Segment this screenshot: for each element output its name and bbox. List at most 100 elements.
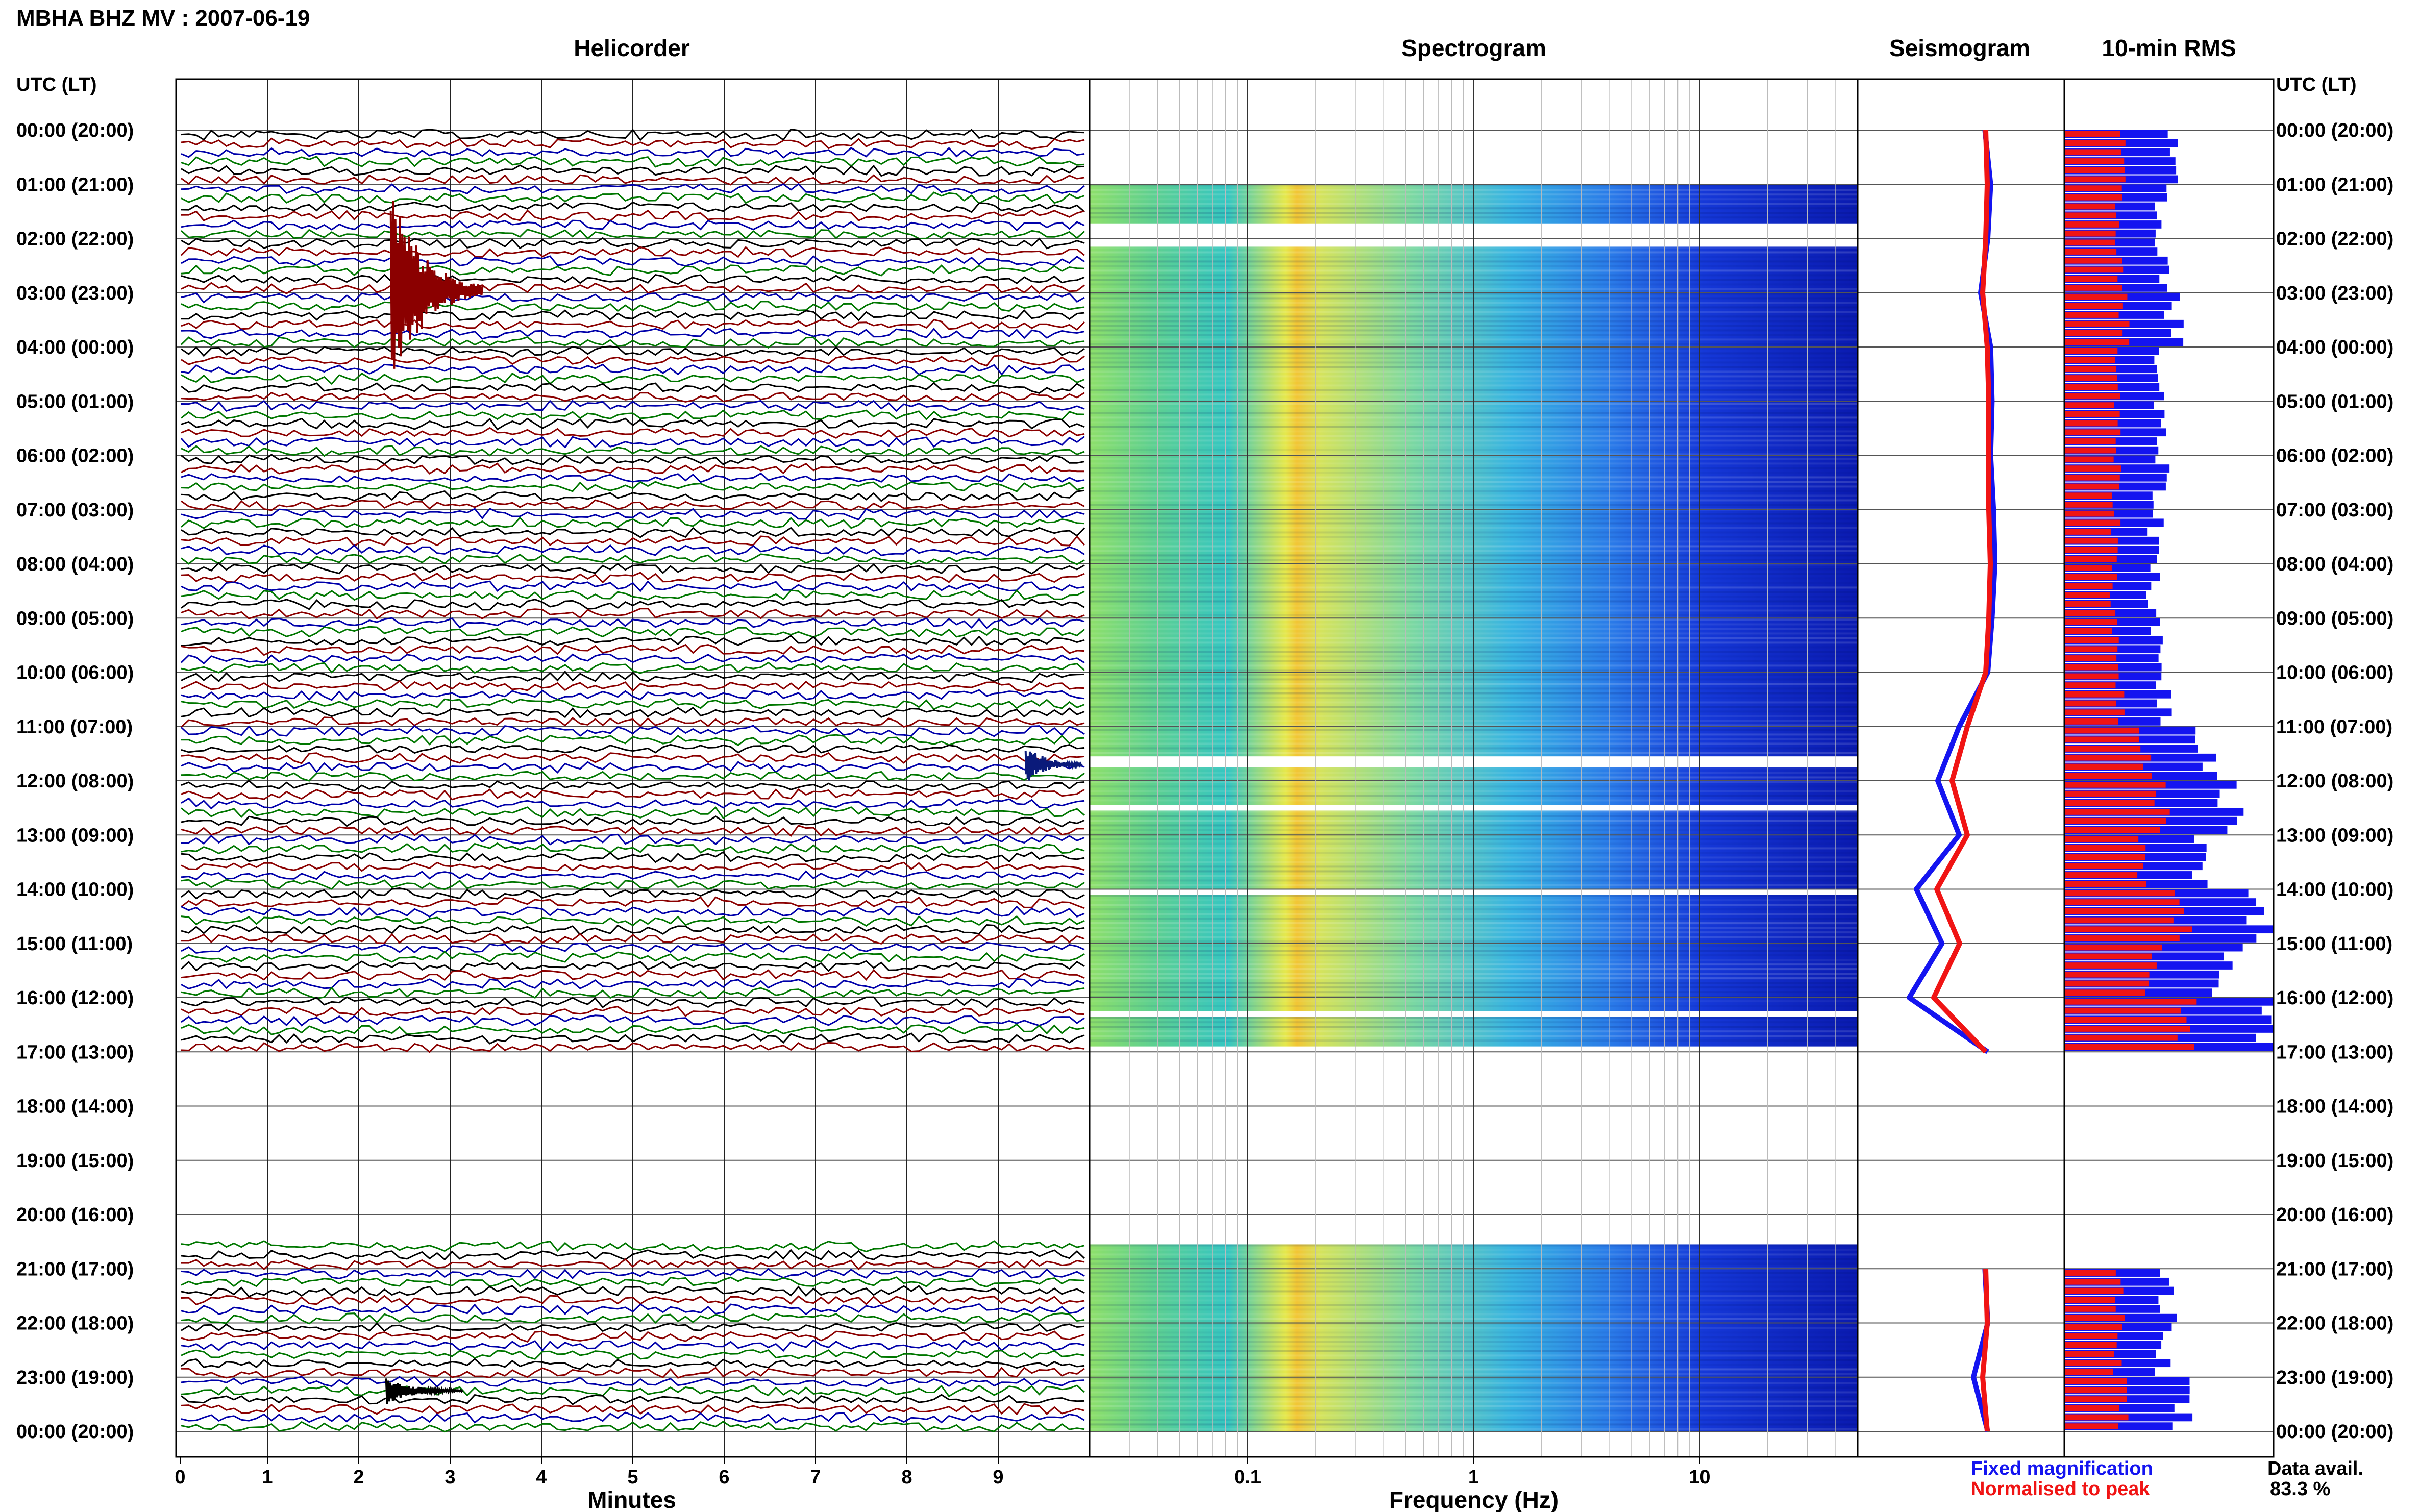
time-label: 02:00 (22:00) xyxy=(16,229,134,250)
time-label: 23:00 (19:00) xyxy=(16,1367,134,1389)
rms-bar-normalised xyxy=(2064,1414,2129,1421)
time-label: 02:00 (22:00) xyxy=(2276,229,2393,250)
rms-bar-normalised xyxy=(2064,709,2125,716)
helicorder-trace xyxy=(181,1240,1085,1253)
rms-bar-normalised xyxy=(2064,1306,2116,1312)
time-label: 10:00 (06:00) xyxy=(16,662,134,684)
rms-bar-normalised xyxy=(2064,393,2120,400)
helicorder-trace xyxy=(181,806,1085,819)
helicorder-trace xyxy=(181,1268,1085,1280)
time-label: 11:00 (07:00) xyxy=(16,716,133,738)
helicorder-trace xyxy=(181,1312,1085,1325)
rms-title: 10-min RMS xyxy=(2102,35,2236,61)
helicorder-trace xyxy=(181,201,1085,213)
helicorder-trace xyxy=(181,1023,1085,1035)
rms-bar-normalised xyxy=(2064,1387,2127,1394)
rms-bar-normalised xyxy=(2064,221,2119,228)
rms-bar-normalised xyxy=(2064,610,2116,616)
time-label: 00:00 (20:00) xyxy=(16,120,134,141)
helicorder-trace xyxy=(181,608,1085,620)
rms-bar-normalised xyxy=(2064,700,2116,707)
helicorder-trace xyxy=(181,237,1085,250)
helicorder-trace xyxy=(180,436,1085,449)
seismogram-normalised-line xyxy=(1980,1269,1990,1432)
time-label: 16:00 (12:00) xyxy=(2276,987,2393,1009)
helicorder-trace xyxy=(181,1376,1085,1388)
rms-bar-normalised xyxy=(2064,339,2130,345)
helicorder-trace xyxy=(181,527,1085,538)
rms-bar-normalised xyxy=(2064,483,2119,490)
rms-bar-normalised xyxy=(2064,664,2118,671)
helicorder-trace xyxy=(181,128,1085,141)
rms-bar-normalised xyxy=(2064,1351,2114,1357)
rms-bar-normalised xyxy=(2064,1026,2190,1032)
helicorder-trace xyxy=(181,941,1085,954)
rms-bar-normalised xyxy=(2064,583,2113,589)
helicorder-trace xyxy=(180,960,1085,972)
rms-bar-normalised xyxy=(2064,872,2138,878)
time-label: 06:00 (02:00) xyxy=(16,445,134,467)
helicorder-trace xyxy=(181,1295,1085,1307)
helicorder-trace xyxy=(181,1258,1085,1271)
availability-value: 83.3 % xyxy=(2270,1478,2330,1500)
helicorder-trace xyxy=(181,1322,1085,1333)
seismogram-title: Seismogram xyxy=(1889,35,2030,61)
rms-bar-normalised xyxy=(2064,266,2124,273)
rms-bar-normalised xyxy=(2064,809,2170,815)
helicorder-trace xyxy=(181,1276,1085,1288)
time-label: 07:00 (03:00) xyxy=(16,500,134,521)
rms-bar-normalised xyxy=(2064,980,2150,987)
rms-bar-normalised xyxy=(2064,510,2114,517)
rms-bar-normalised xyxy=(2064,429,2121,436)
time-label: 01:00 (21:00) xyxy=(2276,174,2393,195)
rms-bar-normalised xyxy=(2064,456,2114,463)
rms-bar-normalised xyxy=(2064,1044,2194,1050)
time-label: 00:00 (20:00) xyxy=(16,1421,134,1443)
rms-bar-normalised xyxy=(2064,908,2184,914)
rms-bar-normalised xyxy=(2064,863,2143,870)
rms-bar-normalised xyxy=(2064,953,2152,960)
minute-tick-label: 6 xyxy=(719,1467,729,1488)
rms-bar-normalised xyxy=(2064,628,2112,634)
panel-frame xyxy=(1857,78,2065,1458)
rms-bar-normalised xyxy=(2064,249,2117,255)
helicorder-trace xyxy=(181,887,1085,900)
time-label: 07:00 (03:00) xyxy=(2276,500,2393,521)
rms-bar-normalised xyxy=(2064,519,2121,526)
helicorder-trace xyxy=(181,318,1085,331)
helicorder-trace xyxy=(181,147,1085,159)
time-label: 20:00 (16:00) xyxy=(2276,1204,2393,1226)
helicorder-trace xyxy=(181,1032,1085,1045)
helicorder-trace xyxy=(181,508,1085,521)
helicorder-trace xyxy=(181,689,1085,701)
rms-bar-normalised xyxy=(2064,827,2160,833)
helicorder-trace xyxy=(181,417,1085,431)
rms-bar-normalised xyxy=(2064,203,2115,210)
helicorder-trace xyxy=(181,1285,1085,1298)
helicorder-trace xyxy=(181,986,1085,1000)
helicorder-trace xyxy=(180,229,1085,240)
rms-bar-normalised xyxy=(2064,782,2166,788)
helicorder-trace xyxy=(181,671,1085,683)
helicorder-trace xyxy=(181,1421,1085,1433)
helicorder-trace xyxy=(181,445,1085,457)
helicorder-trace xyxy=(181,219,1085,232)
rms-bar-normalised xyxy=(2064,682,2116,688)
time-label: 05:00 (01:00) xyxy=(16,391,134,412)
helicorder-trace xyxy=(181,752,1085,764)
helicorder-trace xyxy=(181,896,1085,909)
helicorder-trace xyxy=(181,825,1085,837)
rms-bar-normalised xyxy=(2064,276,2118,282)
rms-bar-normalised xyxy=(2064,718,2118,725)
helicorder-trace xyxy=(181,626,1085,638)
rms-bar-normalised xyxy=(2064,1297,2115,1303)
time-label: 06:00 (02:00) xyxy=(2276,445,2393,467)
time-label: 22:00 (18:00) xyxy=(16,1313,134,1334)
time-labels-left: 00:00 (20:00) 01:00 (21:00) 02:00 (22:00) 0… xyxy=(16,120,134,1443)
helicorder-trace xyxy=(181,833,1085,846)
helicorder-trace xyxy=(181,915,1085,927)
rms-bar-normalised xyxy=(2064,1007,2181,1014)
rms-bar-normalised xyxy=(2064,962,2157,969)
